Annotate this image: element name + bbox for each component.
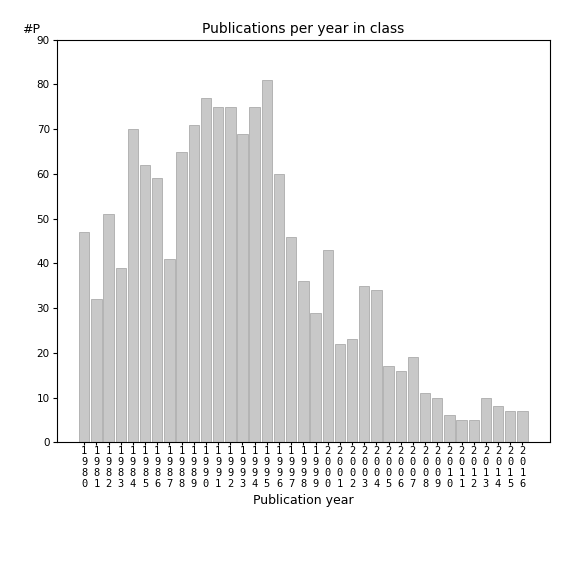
Bar (359, 286, 369, 442)
Bar (152, 179, 163, 442)
Bar (396, 371, 406, 442)
Bar (456, 420, 467, 442)
Bar (274, 174, 284, 442)
Bar (335, 344, 345, 442)
Title: Publications per year in class: Publications per year in class (202, 22, 404, 36)
Bar (347, 340, 357, 442)
Bar (517, 411, 527, 442)
Bar (493, 407, 503, 442)
Bar (116, 268, 126, 442)
Bar (189, 125, 199, 442)
Bar (128, 129, 138, 442)
Bar (444, 416, 455, 442)
Bar (420, 393, 430, 442)
Bar (79, 232, 90, 442)
Bar (176, 151, 187, 442)
Bar (164, 259, 175, 442)
Bar (225, 107, 235, 442)
Bar (481, 397, 491, 442)
Text: #P: #P (22, 23, 40, 36)
Bar (468, 420, 479, 442)
Bar (249, 107, 260, 442)
Bar (91, 299, 101, 442)
Bar (261, 80, 272, 442)
Bar (383, 366, 393, 442)
Bar (432, 397, 442, 442)
X-axis label: Publication year: Publication year (253, 494, 354, 507)
Bar (140, 165, 150, 442)
Bar (408, 357, 418, 442)
Bar (323, 250, 333, 442)
Bar (201, 98, 211, 442)
Bar (103, 214, 114, 442)
Bar (238, 134, 248, 442)
Bar (298, 281, 308, 442)
Bar (371, 290, 382, 442)
Bar (310, 312, 321, 442)
Bar (286, 236, 297, 442)
Bar (505, 411, 515, 442)
Bar (213, 107, 223, 442)
